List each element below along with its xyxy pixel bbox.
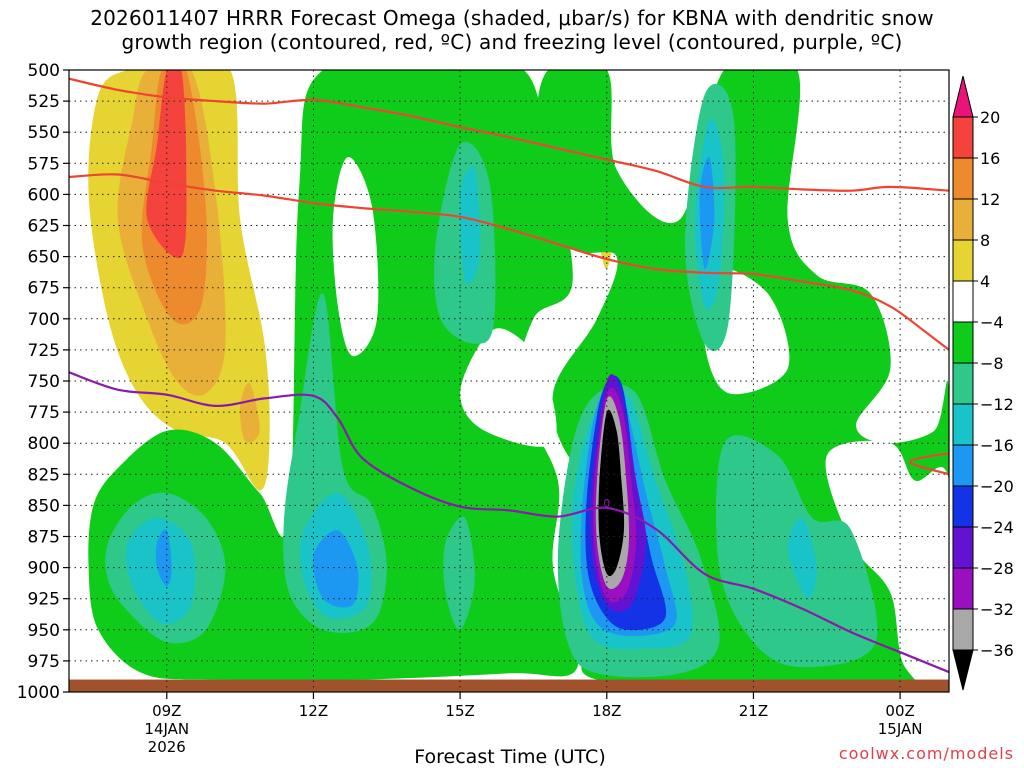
colorbar-label-9: −20 (980, 477, 1014, 496)
freezing-level-contour-0 (69, 371, 949, 674)
pressure-axis: 500 525 550 575 600 625 650 675 700 725 750 775 800 8… (17, 61, 69, 703)
x-tick-label-15Z: 15Z (445, 702, 474, 720)
y-tick-label-925: 925 (28, 590, 60, 610)
y-tick-label-1000: 1000 (17, 683, 60, 703)
x-tick-date-00Z: 15JAN (878, 720, 923, 738)
y-tick-label-575: 575 (28, 154, 60, 174)
omega-region-cm16-25 (155, 529, 172, 587)
y-tick-label-500: 500 (28, 61, 60, 81)
colorbar-segment-10 (952, 526, 974, 569)
y-tick-label-775: 775 (28, 403, 60, 423)
colorbar-label-0: 20 (980, 108, 1000, 127)
y-tick-label-550: 550 (28, 123, 60, 143)
dgz-contour-1 (69, 173, 949, 351)
chart-title-line1: 2026011407 HRRR Forecast Omega (shaded, … (90, 6, 934, 30)
omega-region-cneutral-9 (460, 328, 557, 447)
colorbar-label-5: −4 (980, 313, 1004, 332)
y-tick-label-900: 900 (28, 559, 60, 579)
colorbar-label-2: 12 (980, 190, 1000, 209)
x-tick-label-18Z: 18Z (592, 702, 621, 720)
colorbar-segment-4 (952, 280, 974, 323)
colorbar-label-12: −32 (980, 600, 1014, 619)
y-tick-label-600: 600 (28, 185, 60, 205)
x-tick-date-09Z: 14JAN (144, 720, 189, 738)
colorbar-segment-11 (952, 567, 974, 610)
colorbar-segment-3 (952, 239, 974, 282)
colorbar-segment-1 (952, 157, 974, 200)
dgz-contour-2 (908, 452, 949, 476)
x-tick-label-21Z: 21Z (739, 702, 768, 720)
omega-region-cm8-15 (443, 516, 475, 630)
colorbar-label-10: −24 (980, 518, 1014, 537)
colorbar-label-8: −16 (980, 436, 1014, 455)
y-tick-label-975: 975 (28, 652, 60, 672)
y-tick-label-675: 675 (28, 279, 60, 299)
colorbar-segment-7 (952, 403, 974, 446)
colorbar-segment-2 (952, 198, 974, 241)
y-tick-label-950: 950 (28, 621, 60, 641)
chart-title-line2: growth region (contoured, red, ºC) and f… (121, 30, 903, 54)
y-tick-label-700: 700 (28, 310, 60, 330)
omega-region-c8-4 (239, 382, 260, 443)
colorbar-label-6: −8 (980, 354, 1004, 373)
ground-surface-band (69, 679, 949, 692)
y-tick-label-625: 625 (28, 217, 60, 237)
omega-region-cm36-33 (598, 409, 625, 577)
colorbar-bottom-arrow (952, 649, 974, 691)
y-tick-label-850: 850 (28, 496, 60, 516)
x-tick-label-00Z: 00Z (885, 702, 914, 720)
x-tick-year-09Z: 2026 (148, 738, 186, 756)
x-tick-label-12Z: 12Z (299, 702, 328, 720)
omega-region-cm16-28 (699, 156, 715, 270)
omega-region-cm12-24 (787, 517, 818, 600)
colorbar-label-1: 16 (980, 149, 1000, 168)
omega-region-cm12-23 (459, 166, 481, 285)
y-tick-label-875: 875 (28, 528, 60, 548)
contour-labels: 0 (603, 497, 610, 510)
colorbar-segment-12 (952, 608, 974, 651)
colorbar-label-13: −36 (980, 641, 1014, 660)
y-tick-label-750: 750 (28, 372, 60, 392)
colorbar-segment-5 (952, 321, 974, 364)
colorbar-segment-0 (952, 116, 974, 159)
colorbar-segment-8 (952, 444, 974, 487)
x-axis-title: Forecast Time (UTC) (414, 746, 606, 768)
colorbar-label-11: −28 (980, 559, 1014, 578)
colorbar-label-7: −12 (980, 395, 1014, 414)
y-tick-label-725: 725 (28, 341, 60, 361)
temperature-contours (69, 77, 949, 674)
omega-shading (88, 70, 949, 692)
site-credit: coolwx.com/models (838, 744, 1014, 763)
dotted-gridlines (69, 70, 949, 692)
colorbar-label-4: 4 (980, 272, 990, 291)
colorbar-segment-9 (952, 485, 974, 528)
y-tick-label-650: 650 (28, 248, 60, 268)
x-tick-label-09Z: 09Z (152, 702, 181, 720)
colorbar: 20 16 12 8 4 −4 −8 −12 −16 −20 −24 −28 −32 −36 (952, 75, 1014, 691)
y-tick-label-800: 800 (28, 434, 60, 454)
colorbar-top-arrow (952, 75, 974, 118)
omega-region-cneutral-11 (825, 440, 949, 692)
dgz-contour-0 (69, 77, 949, 192)
omega-region-cm16-26 (312, 530, 359, 608)
colorbar-segment-6 (952, 362, 974, 405)
colorbar-label-3: 8 (980, 231, 990, 250)
contour-label-0: 0 (603, 497, 610, 510)
y-tick-label-825: 825 (28, 465, 60, 485)
y-tick-label-525: 525 (28, 92, 60, 112)
